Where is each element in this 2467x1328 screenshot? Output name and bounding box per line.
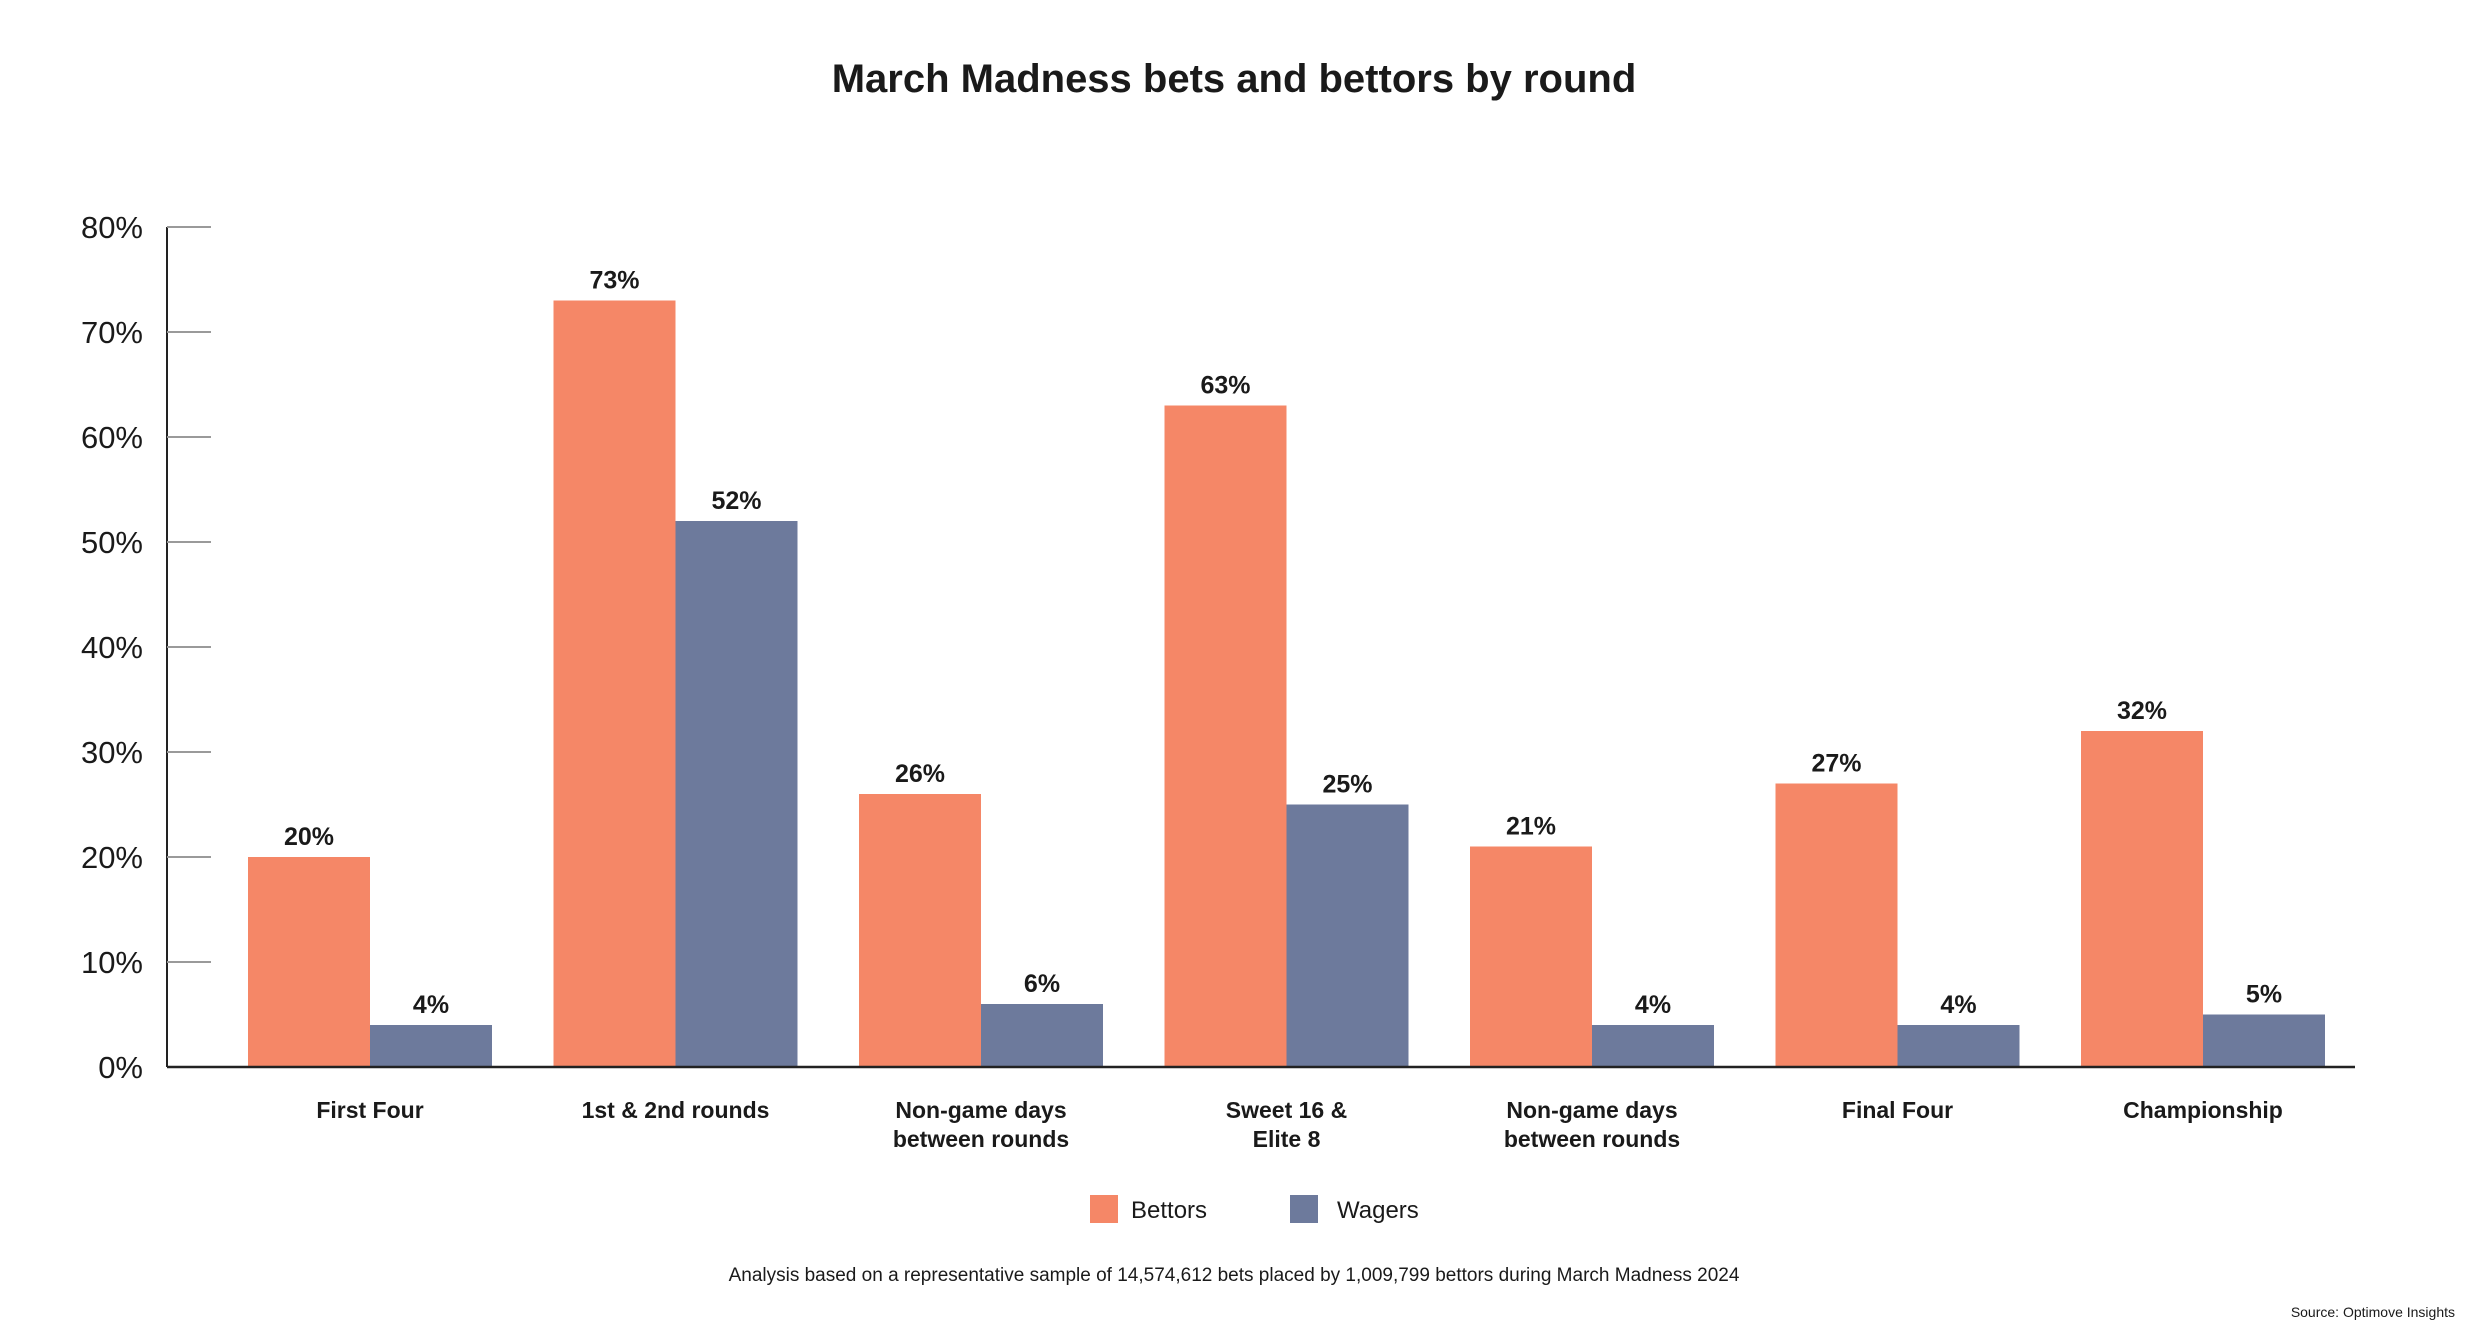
methodology-note: Analysis based on a representative sampl… — [729, 1265, 1740, 1286]
bar-wagers — [675, 521, 798, 1067]
bar-bettors — [553, 300, 676, 1067]
x-tick-label: Championship — [2123, 1097, 2283, 1123]
legend-label-bettors: Bettors — [1131, 1197, 1207, 1224]
y-tick-label: 10% — [81, 945, 143, 980]
data-label-bettors: 26% — [895, 760, 945, 788]
bar-bettors — [1470, 846, 1592, 1067]
bar-wagers — [1286, 804, 1409, 1067]
data-label-wagers: 5% — [2246, 981, 2282, 1009]
y-tick-label: 80% — [81, 210, 143, 245]
y-tick-label: 30% — [81, 735, 143, 770]
data-labels: 20% 73% 26% 63% 21% 27% 32% 4% 52% 6% 25% 4% 4% 5% — [284, 267, 2282, 1020]
x-tick-label: Final Four — [1842, 1097, 1953, 1123]
chart-title: March Madness bets and bettors by round — [832, 57, 1637, 101]
bar-bettors — [248, 857, 370, 1067]
y-tick-label: 70% — [81, 315, 143, 350]
x-tick-label: 1st & 2nd rounds — [582, 1097, 770, 1123]
x-axis: First Four 1st & 2nd rounds Non-game days b… — [167, 1065, 2355, 1152]
y-tick-label: 0% — [98, 1050, 143, 1085]
bar-wagers — [2203, 1014, 2325, 1067]
y-axis: 0% 10% 20% 30% 40% 50% 60% 70% 80% — [81, 210, 211, 1085]
bar-bettors — [859, 794, 981, 1067]
legend-label-wagers: Wagers — [1337, 1197, 1419, 1224]
data-label-wagers: 4% — [413, 991, 449, 1019]
y-tick-label: 60% — [81, 420, 143, 455]
data-label-wagers: 25% — [1322, 771, 1372, 799]
data-label-bettors: 63% — [1200, 372, 1250, 400]
bar-wagers — [1897, 1025, 2020, 1067]
data-label-bettors: 21% — [1506, 813, 1556, 841]
data-label-bettors: 73% — [589, 267, 639, 295]
x-tick-label: First Four — [316, 1097, 423, 1123]
bar-wagers — [981, 1004, 1103, 1067]
data-label-wagers: 6% — [1024, 970, 1060, 998]
x-tick-label: Sweet 16 & Elite 8 — [1226, 1097, 1347, 1152]
x-tick-label: Non-game days between rounds — [1504, 1097, 1680, 1152]
bar-bettors — [1775, 783, 1898, 1067]
x-tick-label: Non-game days between rounds — [893, 1097, 1069, 1152]
legend-swatch-bettors — [1090, 1195, 1118, 1223]
y-tick-label: 40% — [81, 630, 143, 665]
data-label-bettors: 32% — [2117, 697, 2167, 725]
legend-swatch-wagers — [1290, 1195, 1318, 1223]
bar-bettors — [1164, 405, 1287, 1067]
data-label-wagers: 4% — [1940, 991, 1976, 1019]
bar-bettors — [2081, 731, 2203, 1067]
y-tick-label: 50% — [81, 525, 143, 560]
legend: Bettors Wagers — [1090, 1195, 1419, 1224]
bars — [248, 300, 2325, 1067]
data-label-bettors: 20% — [284, 823, 334, 851]
data-label-wagers: 52% — [711, 487, 761, 515]
source-credit: Source: Optimove Insights — [2291, 1304, 2455, 1320]
bar-wagers — [370, 1025, 492, 1067]
y-tick-label: 20% — [81, 840, 143, 875]
bar-wagers — [1592, 1025, 1714, 1067]
data-label-wagers: 4% — [1635, 991, 1671, 1019]
data-label-bettors: 27% — [1811, 750, 1861, 778]
